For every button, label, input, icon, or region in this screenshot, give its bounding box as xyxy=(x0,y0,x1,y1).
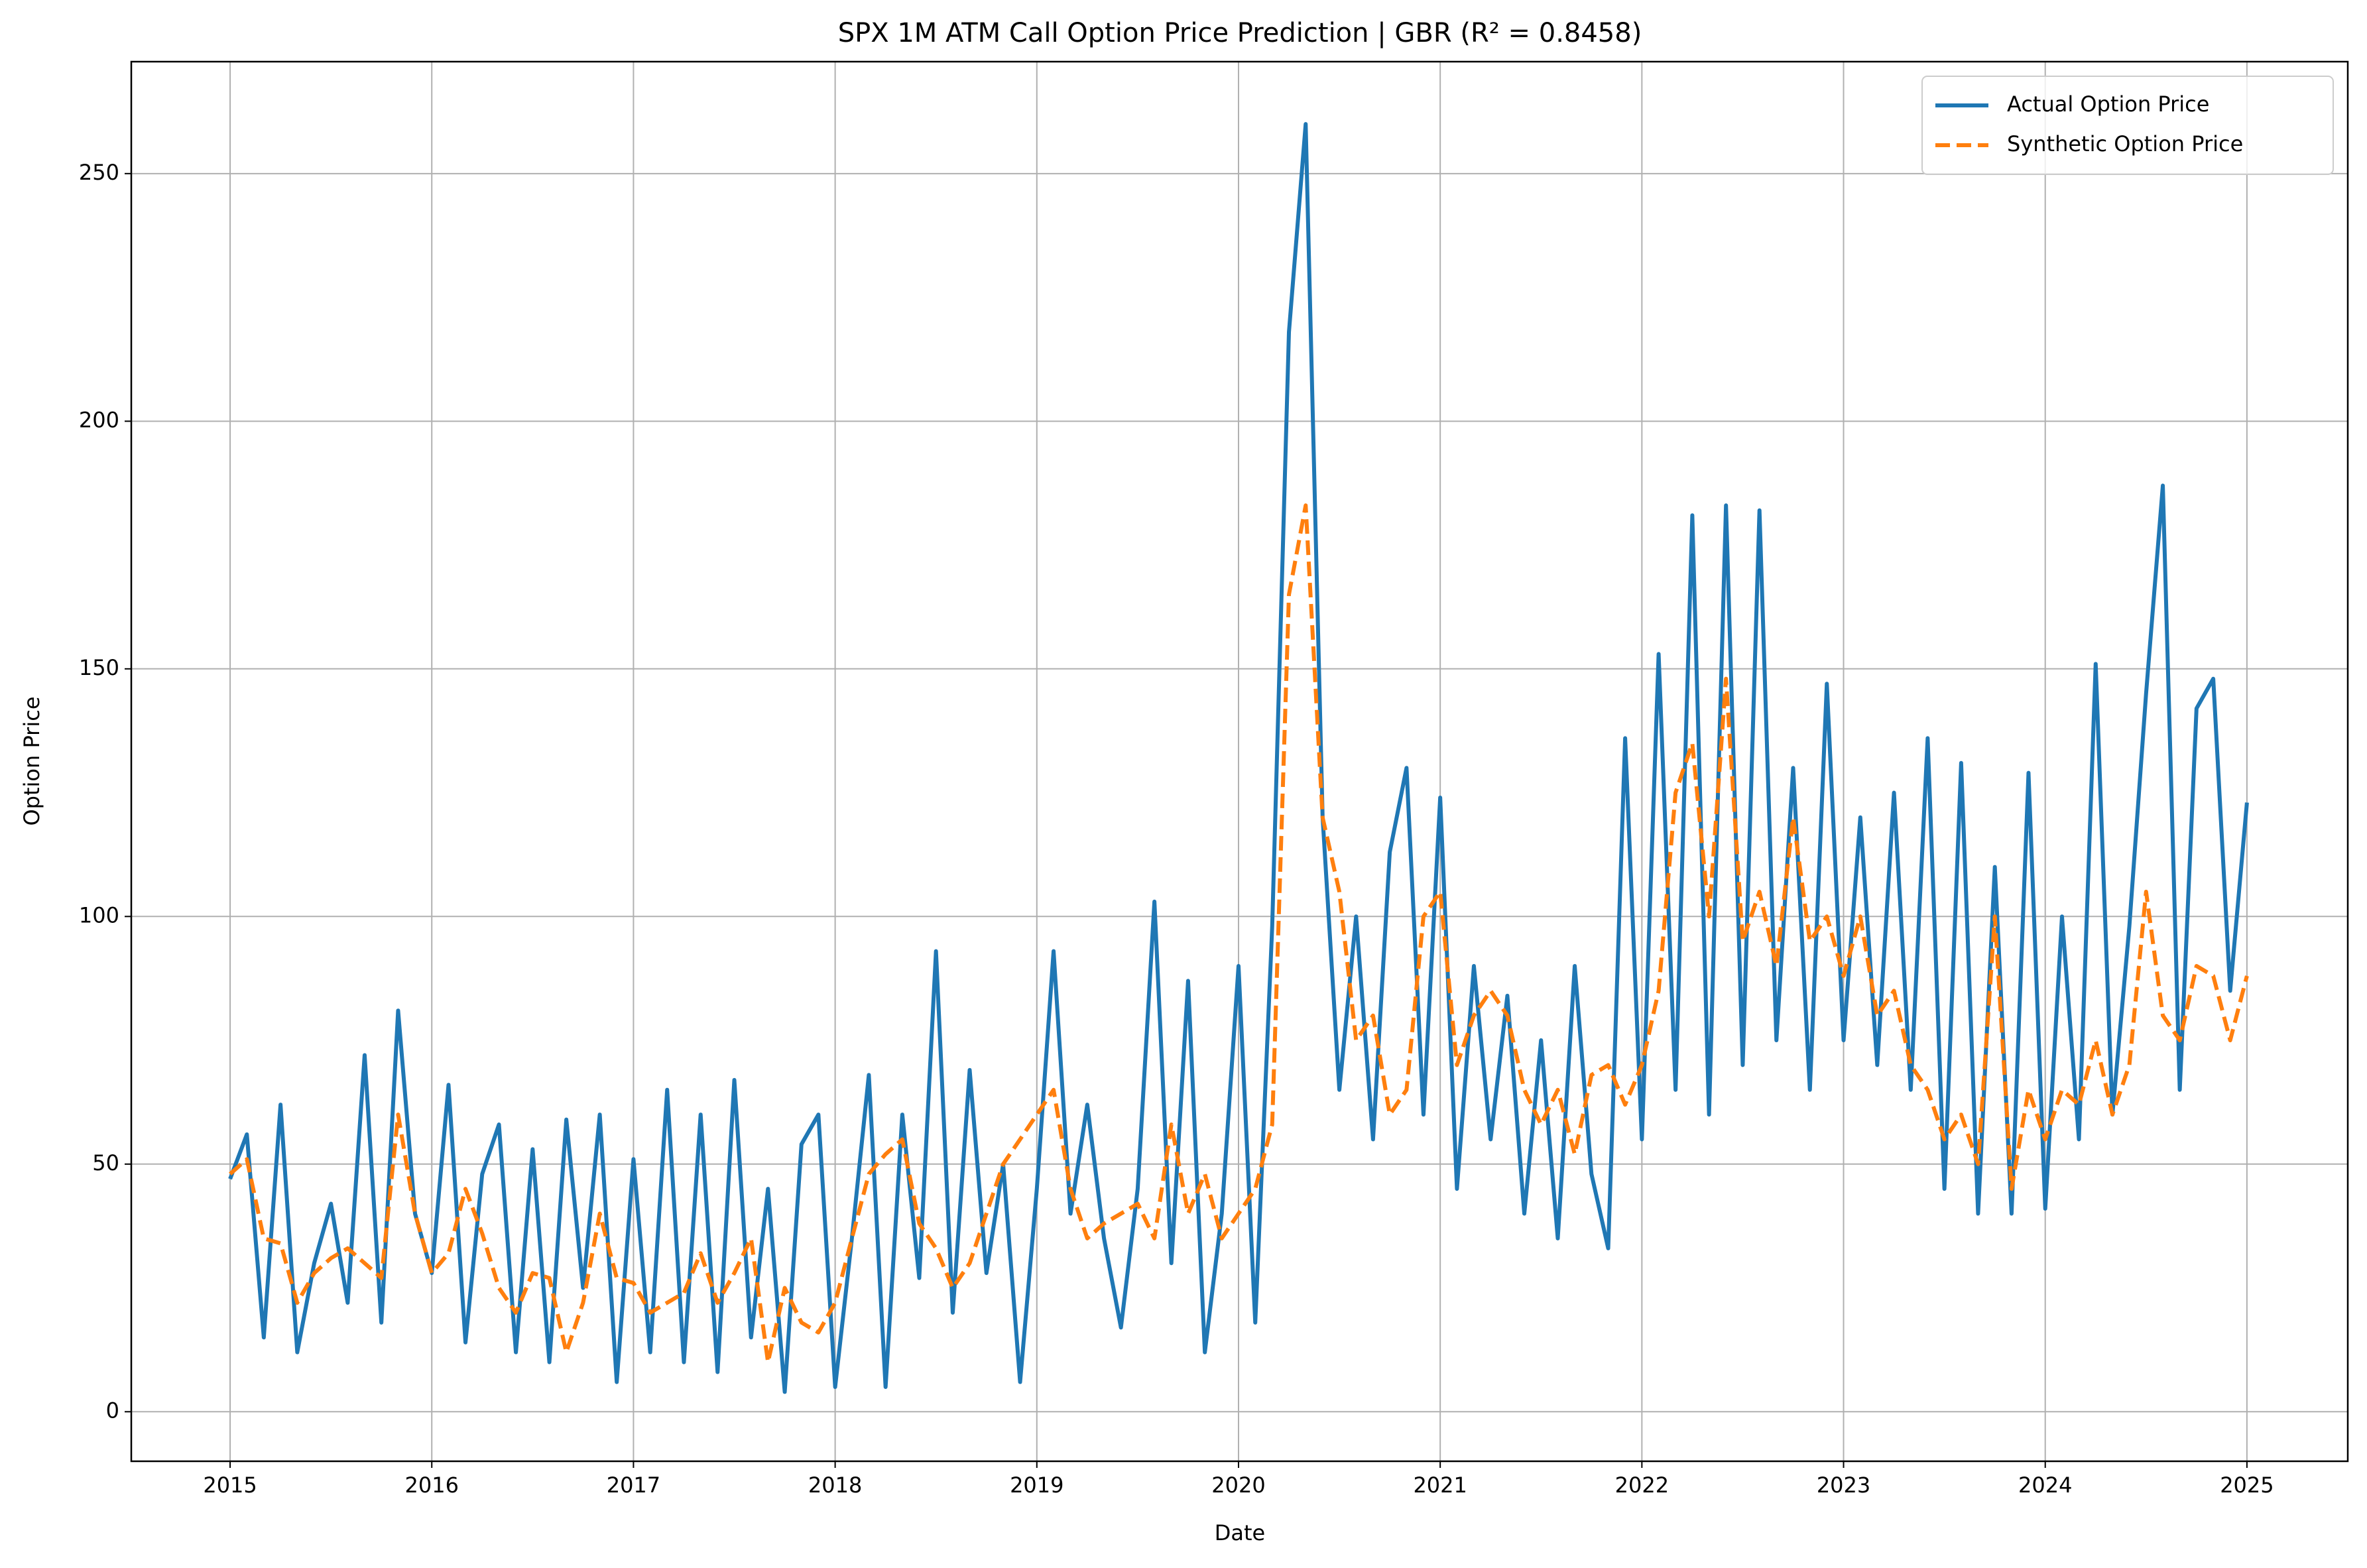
x-tick-label: 2020 xyxy=(1211,1473,1265,1498)
x-tick-label: 2019 xyxy=(1010,1473,1063,1498)
x-tick-label: 2017 xyxy=(607,1473,660,1498)
x-tick-label: 2021 xyxy=(1413,1473,1467,1498)
chart-title: SPX 1M ATM Call Option Price Prediction … xyxy=(838,18,1642,48)
legend-label: Actual Option Price xyxy=(2007,91,2209,117)
x-tick-label: 2016 xyxy=(405,1473,459,1498)
legend-label: Synthetic Option Price xyxy=(2007,131,2243,156)
y-tick-label: 200 xyxy=(79,407,119,432)
plot-frame xyxy=(130,60,2349,1463)
x-tick-label: 2015 xyxy=(203,1473,257,1498)
series-line xyxy=(228,122,2249,1394)
y-tick-label: 250 xyxy=(79,160,119,185)
x-tick-label: 2023 xyxy=(1817,1473,1870,1498)
ticks: 2015 2016 2017 2018 2019 2020 2021 2022 2023 2024… xyxy=(79,160,2274,1498)
y-tick-label: 100 xyxy=(79,902,119,928)
x-tick-label: 2022 xyxy=(1615,1473,1669,1498)
x-tick-label: 2025 xyxy=(2220,1473,2274,1498)
y-tick-label: 0 xyxy=(106,1398,119,1423)
y-tick-label: 150 xyxy=(79,655,119,680)
x-tick-label: 2024 xyxy=(2018,1473,2072,1498)
series-line xyxy=(229,503,2249,1364)
y-axis-label: Option Price xyxy=(19,696,44,825)
legend-box xyxy=(1921,76,2334,175)
plot-lines xyxy=(228,122,2249,1394)
x-axis-label: Date xyxy=(1215,1520,1265,1545)
legend: Actual Option Price Synthetic Option Pric… xyxy=(1921,76,2334,175)
y-tick-label: 50 xyxy=(92,1150,119,1176)
x-tick-label: 2018 xyxy=(808,1473,862,1498)
